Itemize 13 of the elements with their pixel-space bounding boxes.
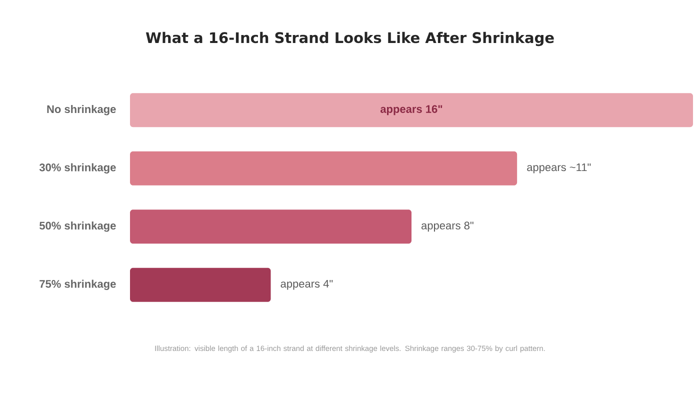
data-label: appears ~11" xyxy=(527,163,591,174)
bar xyxy=(130,93,694,128)
y-tick-label: 50% shrinkage xyxy=(40,221,116,232)
bar xyxy=(130,268,271,302)
bar xyxy=(130,210,412,244)
data-label: appears 8" xyxy=(422,222,474,232)
y-tick-label: 30% shrinkage xyxy=(39,163,116,174)
bar xyxy=(130,151,518,186)
y-tick-label: No shrinkage xyxy=(47,104,116,116)
data-label: appears 16" xyxy=(380,105,442,116)
data-label: appears 4" xyxy=(280,280,333,290)
chart-title: What a 16-Inch Strand Looks Like After Shrinkage xyxy=(146,32,554,46)
y-tick-label: 75% shrinkage xyxy=(40,280,116,290)
